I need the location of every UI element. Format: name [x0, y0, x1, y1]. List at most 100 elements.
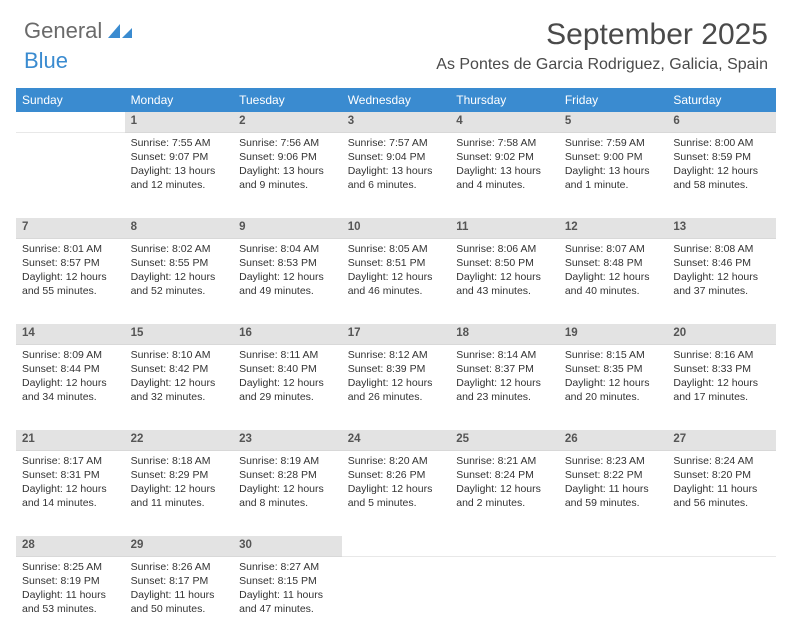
- sunset-text: Sunset: 8:22 PM: [565, 468, 662, 482]
- sunset-text: Sunset: 9:00 PM: [565, 150, 662, 164]
- sunrise-text: Sunrise: 8:01 AM: [22, 242, 119, 256]
- sunrise-text: Sunrise: 7:58 AM: [456, 136, 553, 150]
- daylight-text: Daylight: 12 hours and 11 minutes.: [131, 482, 228, 510]
- day-number-cell: 24: [342, 430, 451, 450]
- daylight-text: Daylight: 12 hours and 23 minutes.: [456, 376, 553, 404]
- day-number-cell: 25: [450, 430, 559, 450]
- brand-logo-sub: Blue: [24, 48, 68, 74]
- sunset-text: Sunset: 8:40 PM: [239, 362, 336, 376]
- sunset-text: Sunset: 8:20 PM: [673, 468, 770, 482]
- daylight-text: Daylight: 13 hours and 12 minutes.: [131, 164, 228, 192]
- day-cell: [16, 132, 125, 218]
- day-number-cell: 22: [125, 430, 234, 450]
- day-cell: Sunrise: 8:24 AMSunset: 8:20 PMDaylight:…: [667, 450, 776, 536]
- day-cell: Sunrise: 8:00 AMSunset: 8:59 PMDaylight:…: [667, 132, 776, 218]
- daylight-text: Daylight: 12 hours and 40 minutes.: [565, 270, 662, 298]
- day-cell: Sunrise: 8:25 AMSunset: 8:19 PMDaylight:…: [16, 556, 125, 642]
- day-number-cell: [16, 112, 125, 132]
- day-number-cell: 14: [16, 324, 125, 344]
- day-cell: Sunrise: 8:12 AMSunset: 8:39 PMDaylight:…: [342, 344, 451, 430]
- sunrise-text: Sunrise: 8:16 AM: [673, 348, 770, 362]
- day-cell: [559, 556, 668, 642]
- day-number-cell: 21: [16, 430, 125, 450]
- day-cell: Sunrise: 8:23 AMSunset: 8:22 PMDaylight:…: [559, 450, 668, 536]
- day-number-cell: 3: [342, 112, 451, 132]
- day-content-row: Sunrise: 8:09 AMSunset: 8:44 PMDaylight:…: [16, 344, 776, 430]
- day-cell: [342, 556, 451, 642]
- day-number-cell: 8: [125, 218, 234, 238]
- sunrise-text: Sunrise: 7:57 AM: [348, 136, 445, 150]
- daylight-text: Daylight: 12 hours and 20 minutes.: [565, 376, 662, 404]
- day-cell: Sunrise: 8:18 AMSunset: 8:29 PMDaylight:…: [125, 450, 234, 536]
- sunrise-text: Sunrise: 8:09 AM: [22, 348, 119, 362]
- sunset-text: Sunset: 8:19 PM: [22, 574, 119, 588]
- day-cell: Sunrise: 8:15 AMSunset: 8:35 PMDaylight:…: [559, 344, 668, 430]
- day-number-cell: 9: [233, 218, 342, 238]
- sunset-text: Sunset: 8:29 PM: [131, 468, 228, 482]
- day-number-cell: [450, 536, 559, 556]
- sunrise-text: Sunrise: 8:12 AM: [348, 348, 445, 362]
- daylight-text: Daylight: 12 hours and 43 minutes.: [456, 270, 553, 298]
- daylight-text: Daylight: 12 hours and 52 minutes.: [131, 270, 228, 298]
- day-cell: Sunrise: 8:01 AMSunset: 8:57 PMDaylight:…: [16, 238, 125, 324]
- day-number-cell: 13: [667, 218, 776, 238]
- day-number-cell: 12: [559, 218, 668, 238]
- day-number-cell: 7: [16, 218, 125, 238]
- day-cell: Sunrise: 8:10 AMSunset: 8:42 PMDaylight:…: [125, 344, 234, 430]
- sunrise-text: Sunrise: 8:10 AM: [131, 348, 228, 362]
- sunset-text: Sunset: 8:59 PM: [673, 150, 770, 164]
- weekday-header: Thursday: [450, 88, 559, 112]
- sunrise-text: Sunrise: 8:11 AM: [239, 348, 336, 362]
- daylight-text: Daylight: 11 hours and 59 minutes.: [565, 482, 662, 510]
- sunrise-text: Sunrise: 8:14 AM: [456, 348, 553, 362]
- day-number-cell: 5: [559, 112, 668, 132]
- sunrise-text: Sunrise: 8:23 AM: [565, 454, 662, 468]
- sunset-text: Sunset: 9:02 PM: [456, 150, 553, 164]
- daylight-text: Daylight: 12 hours and 14 minutes.: [22, 482, 119, 510]
- day-cell: Sunrise: 8:04 AMSunset: 8:53 PMDaylight:…: [233, 238, 342, 324]
- sunset-text: Sunset: 8:17 PM: [131, 574, 228, 588]
- day-content-row: Sunrise: 7:55 AMSunset: 9:07 PMDaylight:…: [16, 132, 776, 218]
- daylight-text: Daylight: 13 hours and 1 minute.: [565, 164, 662, 192]
- sunset-text: Sunset: 8:24 PM: [456, 468, 553, 482]
- day-cell: Sunrise: 7:56 AMSunset: 9:06 PMDaylight:…: [233, 132, 342, 218]
- weekday-header: Tuesday: [233, 88, 342, 112]
- day-number-cell: 6: [667, 112, 776, 132]
- day-cell: Sunrise: 8:09 AMSunset: 8:44 PMDaylight:…: [16, 344, 125, 430]
- day-cell: Sunrise: 8:21 AMSunset: 8:24 PMDaylight:…: [450, 450, 559, 536]
- day-number-cell: [342, 536, 451, 556]
- day-number-cell: 10: [342, 218, 451, 238]
- daylight-text: Daylight: 13 hours and 6 minutes.: [348, 164, 445, 192]
- sunrise-text: Sunrise: 8:27 AM: [239, 560, 336, 574]
- daylight-text: Daylight: 12 hours and 58 minutes.: [673, 164, 770, 192]
- day-number-cell: 23: [233, 430, 342, 450]
- sunset-text: Sunset: 8:55 PM: [131, 256, 228, 270]
- sunset-text: Sunset: 8:53 PM: [239, 256, 336, 270]
- sunset-text: Sunset: 8:42 PM: [131, 362, 228, 376]
- sunset-text: Sunset: 9:07 PM: [131, 150, 228, 164]
- day-cell: Sunrise: 8:11 AMSunset: 8:40 PMDaylight:…: [233, 344, 342, 430]
- sunset-text: Sunset: 8:50 PM: [456, 256, 553, 270]
- location-text: As Pontes de Garcia Rodriguez, Galicia, …: [436, 56, 768, 74]
- brand-logo: General: [24, 18, 134, 44]
- sunrise-text: Sunrise: 8:21 AM: [456, 454, 553, 468]
- daylight-text: Daylight: 12 hours and 55 minutes.: [22, 270, 119, 298]
- sunrise-text: Sunrise: 7:55 AM: [131, 136, 228, 150]
- day-cell: Sunrise: 7:55 AMSunset: 9:07 PMDaylight:…: [125, 132, 234, 218]
- sunset-text: Sunset: 9:04 PM: [348, 150, 445, 164]
- sunrise-text: Sunrise: 8:04 AM: [239, 242, 336, 256]
- day-cell: Sunrise: 8:17 AMSunset: 8:31 PMDaylight:…: [16, 450, 125, 536]
- day-number-cell: 17: [342, 324, 451, 344]
- sunset-text: Sunset: 8:28 PM: [239, 468, 336, 482]
- sunrise-text: Sunrise: 8:25 AM: [22, 560, 119, 574]
- sunrise-text: Sunrise: 8:00 AM: [673, 136, 770, 150]
- weekday-header: Friday: [559, 88, 668, 112]
- daylight-text: Daylight: 12 hours and 34 minutes.: [22, 376, 119, 404]
- day-cell: Sunrise: 7:58 AMSunset: 9:02 PMDaylight:…: [450, 132, 559, 218]
- sunrise-text: Sunrise: 8:18 AM: [131, 454, 228, 468]
- day-number-cell: 19: [559, 324, 668, 344]
- sunset-text: Sunset: 8:26 PM: [348, 468, 445, 482]
- day-number-cell: 26: [559, 430, 668, 450]
- daylight-text: Daylight: 12 hours and 8 minutes.: [239, 482, 336, 510]
- day-cell: Sunrise: 7:57 AMSunset: 9:04 PMDaylight:…: [342, 132, 451, 218]
